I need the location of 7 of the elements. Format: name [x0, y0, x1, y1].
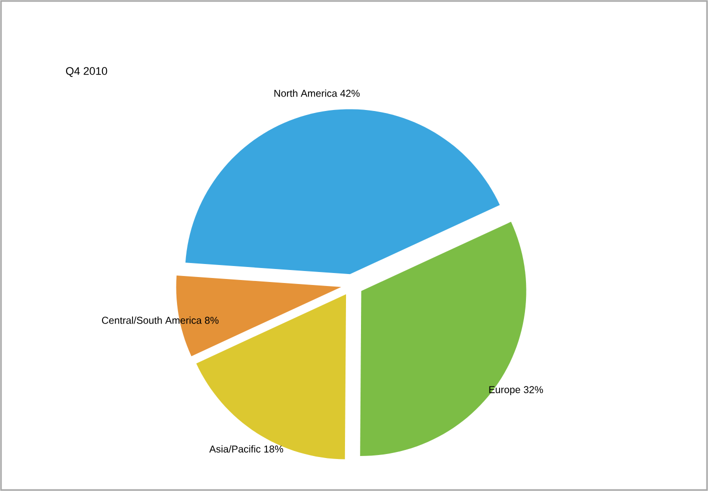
- data-label: 42%: [340, 90, 360, 97]
- chart-title: Q4 2010: [66, 67, 108, 77]
- data-label: 32%: [524, 386, 543, 394]
- slice-label: North America: [274, 90, 338, 97]
- data-label: 8%: [204, 316, 219, 324]
- slice-label: Asia/Pacific: [209, 445, 260, 453]
- data-label: 18%: [264, 446, 284, 453]
